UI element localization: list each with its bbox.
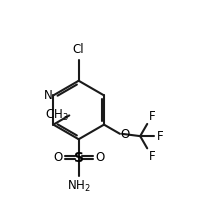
Text: CH$_3$: CH$_3$ xyxy=(44,108,68,123)
Text: F: F xyxy=(157,130,163,143)
Text: NH$_2$: NH$_2$ xyxy=(67,179,91,194)
Text: F: F xyxy=(149,110,156,123)
Text: O: O xyxy=(121,128,130,141)
Text: Cl: Cl xyxy=(73,43,85,56)
Text: S: S xyxy=(74,151,84,165)
Text: N: N xyxy=(44,89,53,102)
Text: O: O xyxy=(95,151,104,164)
Text: F: F xyxy=(149,150,156,163)
Text: O: O xyxy=(53,151,62,164)
